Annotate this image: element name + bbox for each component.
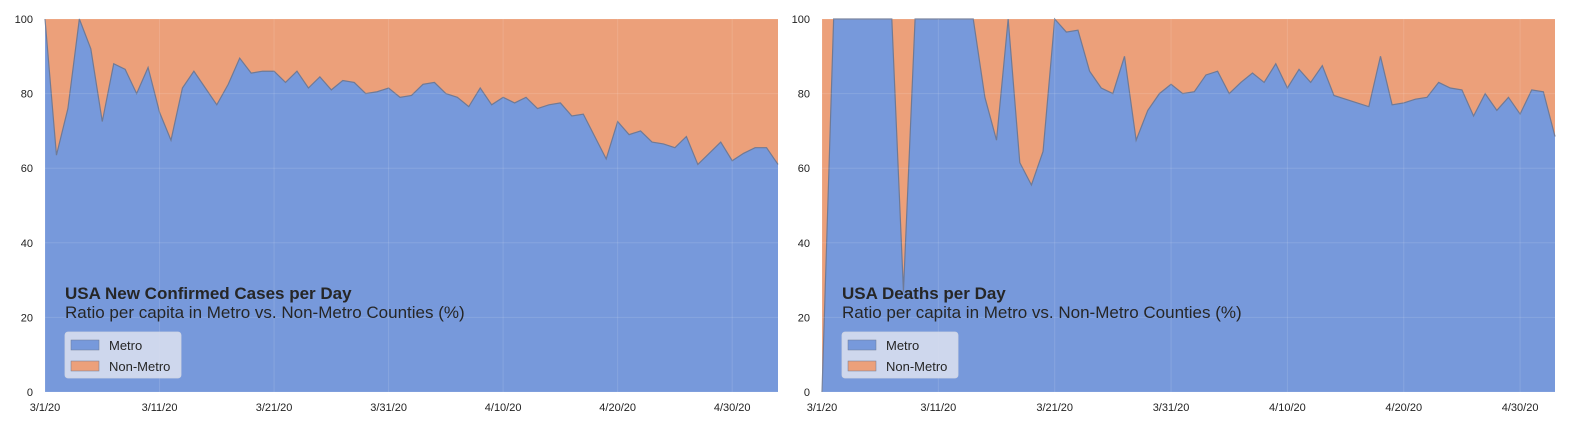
chart-title: USA Deaths per Day <box>842 284 1006 303</box>
y-tick-label: 80 <box>798 89 810 101</box>
x-tick-label: 3/21/20 <box>1036 402 1073 414</box>
x-tick-label: 4/30/20 <box>1502 402 1539 414</box>
legend-swatch-metro <box>70 339 100 351</box>
y-tick-label: 20 <box>798 312 810 324</box>
y-tick-label: 60 <box>21 163 33 175</box>
chart-panel-deaths: 0 20 40 60 80 100 3/1/20 3/11/20 3/21/20 3/31/20 4… <box>792 14 1556 414</box>
area-metro <box>822 19 1555 392</box>
x-tick-label: 3/1/20 <box>30 402 61 414</box>
y-tick-label: 100 <box>792 14 810 26</box>
series-boundary-line <box>821 17 1556 393</box>
legend: Metro Non-Metro <box>64 331 182 379</box>
x-tick-label: 3/21/20 <box>256 402 293 414</box>
chart-subtitle: Ratio per capita in Metro vs. Non-Metro … <box>842 303 1242 322</box>
legend-swatch-non-metro <box>847 360 877 372</box>
chart-subtitle: Ratio per capita in Metro vs. Non-Metro … <box>65 303 465 322</box>
chart-title: USA New Confirmed Cases per Day <box>65 284 352 303</box>
y-tick-label: 0 <box>27 387 33 399</box>
y-tick-label: 60 <box>798 163 810 175</box>
x-tick-label: 3/11/20 <box>142 402 178 414</box>
y-tick-label: 80 <box>21 89 33 101</box>
chart-panel-cases: 0 20 40 60 80 100 3/1/20 3/11/20 3/21/20 3/31/20 4… <box>15 14 779 414</box>
x-tick-label: 4/30/20 <box>714 402 751 414</box>
x-tick-label: 4/20/20 <box>599 402 636 414</box>
y-tick-label: 0 <box>804 387 810 399</box>
x-tick-label: 4/10/20 <box>485 402 522 414</box>
x-tick-label: 3/1/20 <box>807 402 838 414</box>
x-tick-label: 3/31/20 <box>1153 402 1190 414</box>
legend-label-metro: Metro <box>886 338 919 353</box>
area-metro <box>45 19 778 392</box>
x-tick-label: 3/31/20 <box>370 402 407 414</box>
legend: Metro Non-Metro <box>841 331 959 379</box>
x-tick-label: 4/10/20 <box>1269 402 1306 414</box>
legend-label-metro: Metro <box>109 338 142 353</box>
legend-label-non-metro: Non-Metro <box>109 359 170 374</box>
legend-swatch-non-metro <box>70 360 100 372</box>
y-tick-label: 100 <box>15 14 33 26</box>
x-tick-label: 3/11/20 <box>920 402 956 414</box>
series-boundary-line <box>44 18 779 166</box>
legend-label-non-metro: Non-Metro <box>886 359 947 374</box>
legend-swatch-metro <box>847 339 877 351</box>
x-tick-label: 4/20/20 <box>1385 402 1422 414</box>
y-tick-label: 40 <box>798 238 810 250</box>
y-tick-label: 40 <box>21 238 33 250</box>
y-tick-label: 20 <box>21 312 33 324</box>
